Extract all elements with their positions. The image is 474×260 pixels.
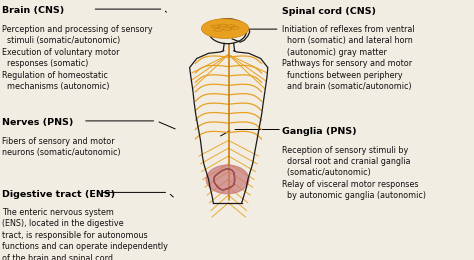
Text: Fibers of sensory and motor
neurons (somatic/autonomic): Fibers of sensory and motor neurons (som… (2, 136, 121, 157)
Text: Perception and processing of sensory
  stimuli (somatic/autonomic)
Execution of : Perception and processing of sensory sti… (2, 25, 153, 91)
Text: Initiation of reflexes from ventral
  horn (somatic) and lateral horn
  (autonom: Initiation of reflexes from ventral horn… (282, 25, 415, 91)
Text: Digestive tract (ENS): Digestive tract (ENS) (2, 190, 116, 199)
Text: Reception of sensory stimuli by
  dorsal root and cranial ganglia
  (somatic/aut: Reception of sensory stimuli by dorsal r… (282, 146, 426, 200)
Text: Ganglia (PNS): Ganglia (PNS) (282, 127, 356, 136)
Polygon shape (223, 43, 235, 51)
Ellipse shape (206, 165, 249, 194)
Text: Nerves (PNS): Nerves (PNS) (2, 118, 74, 127)
Text: The enteric nervous system
(ENS), located in the digestive
tract, is responsible: The enteric nervous system (ENS), locate… (2, 208, 168, 260)
Polygon shape (190, 51, 268, 203)
Ellipse shape (201, 19, 249, 38)
Text: Spinal cord (CNS): Spinal cord (CNS) (282, 6, 376, 16)
Text: Brain (CNS): Brain (CNS) (2, 6, 64, 16)
Ellipse shape (209, 19, 246, 44)
